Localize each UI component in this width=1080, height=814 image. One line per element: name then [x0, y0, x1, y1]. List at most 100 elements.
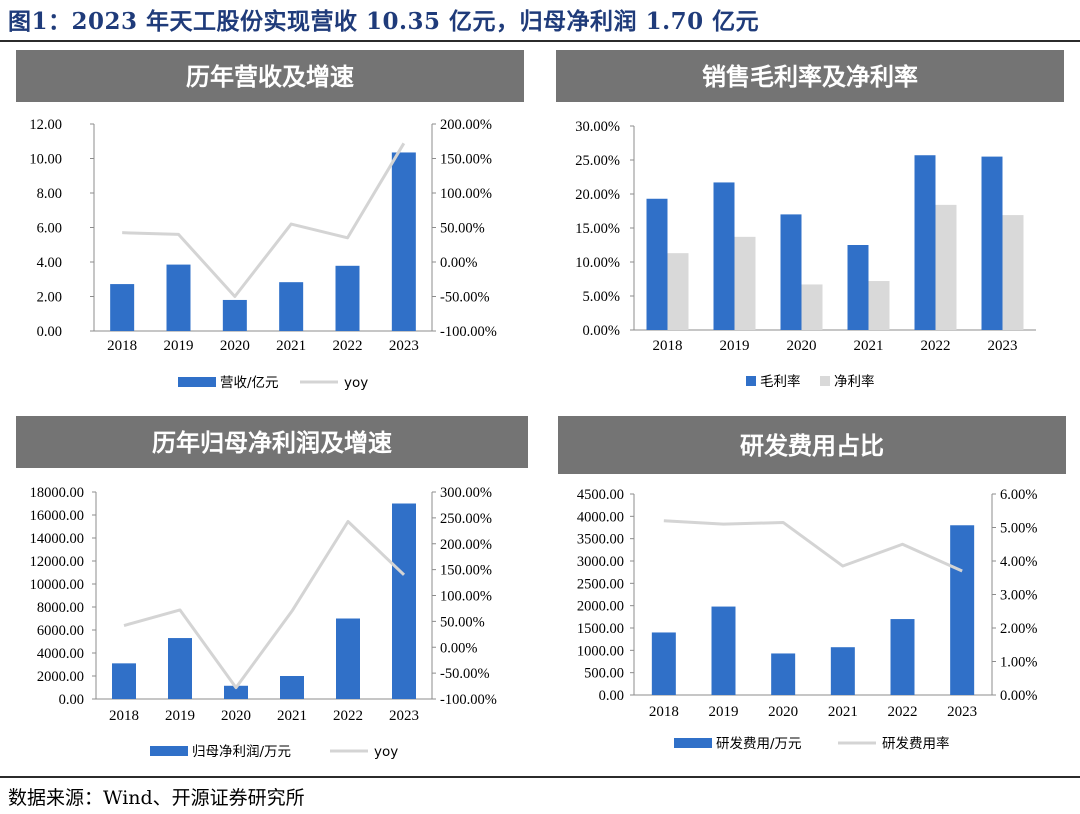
right-tick-label: 0.00%	[440, 640, 477, 656]
right-tick-label: -100.00%	[440, 692, 497, 708]
left-tick-label: 18000.00	[30, 485, 84, 501]
netprofit-chart: 历年归母净利润及增速 18000.00 16000.00 14000.00 12000.…	[0, 410, 540, 772]
chart-title: 研发费用占比	[740, 432, 884, 460]
legend-bar-swatch	[150, 746, 188, 756]
figure-title: 图1：2023 年天工股份实现营收 10.35 亿元，归母净利润 1.70 亿元	[8, 8, 760, 35]
bar-primary	[847, 245, 869, 330]
bar-primary	[222, 299, 247, 331]
bar-secondary	[801, 284, 823, 330]
bar-primary	[112, 663, 136, 699]
right-tick-label: -50.00%	[440, 290, 490, 306]
left-tick-label: 10.00%	[575, 255, 620, 271]
margin-chart-svg: 销售毛利率及净利率 30.00% 25.00% 20.00% 15.00% 10.00% 5…	[556, 50, 1064, 390]
chart-title-banner	[16, 50, 524, 102]
right-tick-label: 150.00%	[440, 563, 492, 579]
left-tick-label: 5.00%	[583, 289, 620, 305]
x-category-label: 2023	[947, 704, 977, 720]
legend-label: yoy	[344, 375, 368, 391]
x-category-label: 2018	[107, 338, 137, 354]
left-tick-label: 8.00	[37, 186, 62, 202]
source-note: 数据来源：Wind、开源证券研究所	[8, 787, 305, 809]
left-tick-label: 0.00	[59, 692, 84, 708]
right-tick-label: 200.00%	[440, 537, 492, 553]
bar-primary	[110, 284, 135, 331]
left-tick-label: 2.00	[37, 290, 62, 306]
left-tick-label: 4.00	[37, 255, 62, 271]
bar-primary	[392, 503, 416, 699]
bottom-divider	[0, 776, 1080, 778]
right-tick-label: 3.00%	[1000, 588, 1037, 604]
left-tick-label: 0.00%	[583, 323, 620, 339]
left-tick-label: 12000.00	[30, 554, 84, 570]
x-category-label: 2022	[921, 338, 951, 354]
left-tick-label: 4000.00	[37, 646, 84, 662]
legend-bar-swatch	[178, 377, 216, 387]
x-category-label: 2018	[109, 708, 139, 724]
chart-title-banner	[556, 50, 1064, 102]
bar-primary	[711, 606, 736, 695]
x-category-label: 2020	[787, 338, 817, 354]
bar-primary	[914, 155, 936, 330]
bar-primary	[336, 618, 360, 699]
chart-title-banner	[16, 416, 528, 468]
bar-primary	[335, 265, 360, 331]
legend-label: yoy	[374, 744, 398, 760]
left-tick-label: 4000.00	[577, 509, 624, 525]
bar-secondary	[868, 281, 890, 330]
rnd-chart-svg: 研发费用占比 4500.00 4000.00 3500.00 3000.00 2500.0…	[558, 416, 1066, 752]
left-tick-label: 25.00%	[575, 153, 620, 169]
legend-bar-swatch	[746, 376, 756, 386]
left-tick-label: 3500.00	[577, 532, 624, 548]
right-tick-label: 6.00%	[1000, 487, 1037, 503]
right-tick-label: -100.00%	[440, 324, 497, 340]
line-series	[122, 142, 406, 298]
revenue-chart: 历年营收及增速 12.00 10.00 8.00 6.00 4.00 2.00 0.00 200…	[0, 44, 540, 406]
x-category-label: 2022	[333, 708, 363, 724]
left-tick-label: 1000.00	[577, 643, 624, 659]
legend-label: 研发费用率	[882, 735, 950, 752]
left-tick-label: 15.00%	[575, 221, 620, 237]
x-category-label: 2021	[854, 338, 884, 354]
bar-primary	[713, 182, 735, 330]
top-divider	[0, 40, 1080, 42]
right-tick-label: 250.00%	[440, 511, 492, 527]
right-tick-label: 0.00%	[1000, 688, 1037, 704]
left-tick-label: 30.00%	[575, 119, 620, 135]
x-category-label: 2020	[221, 708, 251, 724]
legend-label: 归母净利润/万元	[192, 743, 291, 760]
right-tick-label: 0.00%	[440, 255, 477, 271]
left-tick-label: 8000.00	[37, 600, 84, 616]
x-category-label: 2019	[165, 708, 195, 724]
legend-label: 毛利率	[760, 373, 801, 390]
x-category-label: 2021	[276, 338, 306, 354]
x-category-label: 2023	[988, 338, 1018, 354]
bar-primary	[224, 685, 248, 699]
right-tick-label: 4.00%	[1000, 554, 1037, 570]
x-category-label: 2019	[164, 338, 194, 354]
left-tick-label: 2000.00	[37, 669, 84, 685]
right-tick-label: 5.00%	[1000, 521, 1037, 537]
right-tick-label: 300.00%	[440, 485, 492, 501]
x-category-label: 2023	[389, 708, 419, 724]
bar-primary	[166, 264, 191, 331]
bar-primary	[950, 525, 975, 695]
netprofit-chart-svg: 历年归母净利润及增速 18000.00 16000.00 14000.00 12000.…	[16, 416, 528, 760]
legend-bar-swatch	[820, 376, 830, 386]
bar-primary	[279, 282, 304, 331]
left-tick-label: 500.00	[584, 666, 624, 682]
left-tick-label: 20.00%	[575, 187, 620, 203]
x-category-label: 2020	[768, 704, 798, 720]
x-category-label: 2022	[888, 704, 918, 720]
x-category-label: 2018	[649, 704, 679, 720]
right-tick-label: 200.00%	[440, 117, 492, 133]
bar-primary	[830, 647, 855, 695]
x-category-label: 2021	[277, 708, 307, 724]
legend-label: 营收/亿元	[220, 375, 279, 391]
bar-secondary	[935, 204, 957, 330]
bar-primary	[981, 156, 1003, 330]
left-tick-label: 6000.00	[37, 623, 84, 639]
line-series	[123, 519, 406, 690]
bar-primary	[391, 152, 416, 331]
right-tick-label: 50.00%	[440, 221, 485, 237]
margin-chart: 销售毛利率及净利率 30.00% 25.00% 20.00% 15.00% 10.00% 5…	[540, 44, 1080, 406]
